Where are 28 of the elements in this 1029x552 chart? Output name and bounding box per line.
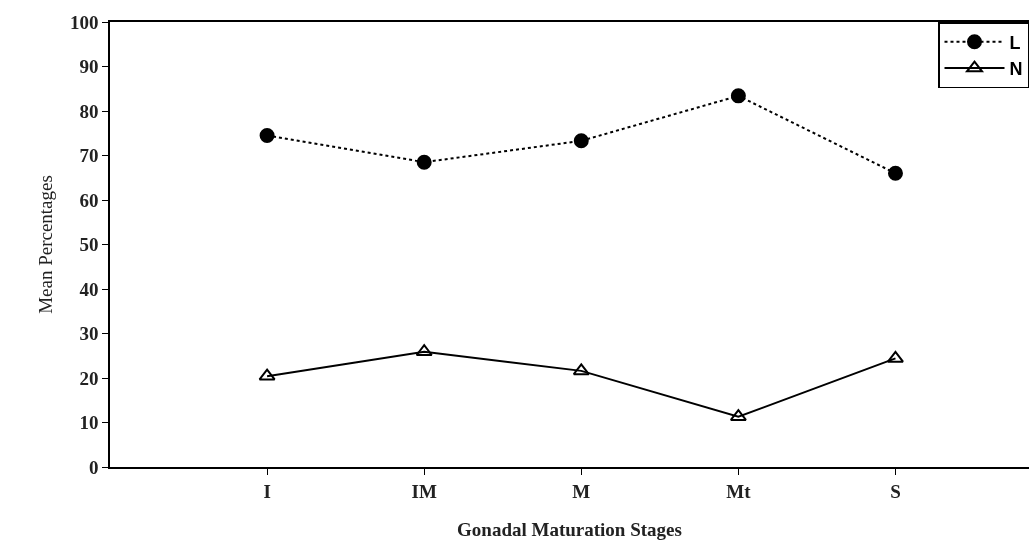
legend-label: N	[1009, 59, 1023, 80]
y-tick-label: 20	[79, 367, 99, 389]
x-tick-label: M	[572, 480, 591, 502]
point	[573, 133, 589, 149]
point	[259, 127, 275, 143]
y-tick-label: 10	[79, 412, 99, 434]
point	[887, 165, 903, 181]
x-tick-label: S	[890, 480, 901, 502]
point	[572, 363, 590, 376]
x-tick-label: I	[263, 480, 271, 502]
x-tick-label: Mt	[726, 480, 752, 502]
y-tick-label: 70	[79, 145, 99, 167]
y-tick-label: 50	[79, 234, 99, 256]
y-tick-label: 0	[88, 456, 99, 478]
y-tick-label: 60	[79, 189, 99, 211]
y-tick-label: 80	[79, 100, 99, 122]
y-tick-label: 30	[79, 323, 99, 345]
y-axis-title: Mean Percentages	[35, 175, 57, 314]
legend-label: L	[1009, 32, 1021, 53]
x-tick-label: IM	[411, 480, 437, 502]
point	[416, 154, 432, 170]
point	[730, 88, 746, 104]
point	[886, 350, 904, 363]
y-tick-label: 90	[79, 56, 99, 78]
point	[258, 368, 276, 381]
x-axis-title: Gonadal Maturation Stages	[457, 518, 682, 540]
y-tick-label: 100	[69, 11, 99, 33]
y-tick-label: 40	[79, 278, 99, 300]
